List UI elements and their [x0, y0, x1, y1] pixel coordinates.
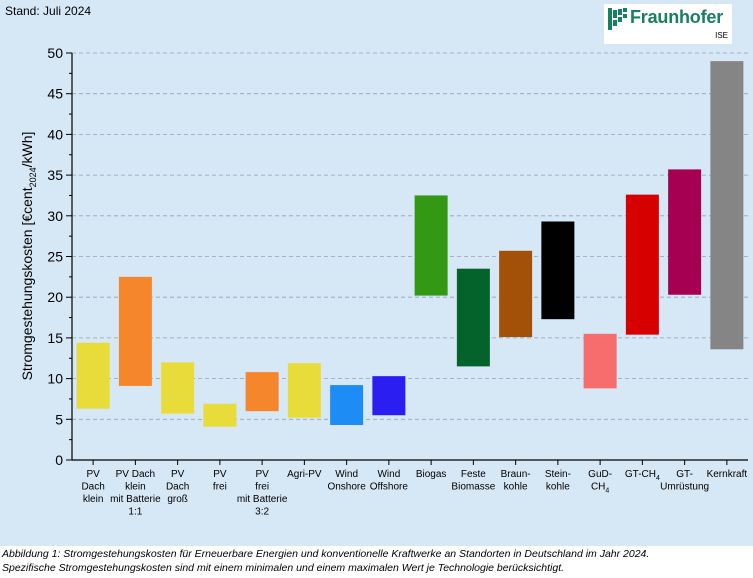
- fraunhofer-logo: Fraunhofer ISE: [604, 4, 732, 44]
- y-axis-title: Stromgestehungskosten [€cent2024/kWh]: [19, 132, 38, 381]
- y-tick-label: 20: [47, 289, 63, 305]
- x-tick-label: GuD-CH4: [588, 469, 612, 495]
- range-bar: [414, 195, 448, 296]
- x-tick-label: Biogas: [416, 469, 447, 480]
- x-tick-label: Feste Biomasse: [451, 469, 495, 493]
- range-bar: [372, 376, 406, 416]
- range-bar: [668, 169, 702, 295]
- chart-axes: [66, 52, 748, 465]
- stand-date: Stand: Juli 2024: [5, 4, 92, 18]
- x-tick-label: PV Dach groß: [166, 469, 189, 505]
- y-tick-label: 35: [47, 167, 63, 183]
- x-tick-label: Braun-kohle: [501, 469, 531, 493]
- chart-bars: [76, 61, 744, 427]
- y-tick-label: 10: [47, 371, 63, 387]
- range-bar: [541, 221, 575, 320]
- caption-line-1: Abbildung 1: Stromgestehungskosten für E…: [2, 548, 650, 560]
- logo-sub: ISE: [715, 31, 728, 40]
- logo-name: Fraunhofer: [630, 7, 724, 27]
- y-tick-label: 5: [55, 411, 63, 427]
- y-tick-label: 0: [55, 452, 63, 468]
- x-tick-label: Kernkraft: [707, 469, 748, 480]
- y-tick-labels: 0 5 10 15 20 25 30 35 40 45 50: [47, 45, 63, 468]
- range-bar: [245, 372, 279, 412]
- range-bar: [287, 363, 321, 418]
- range-bar: [76, 342, 110, 409]
- figure-caption: Abbildung 1: Stromgestehungskosten für E…: [2, 547, 752, 575]
- range-bar: [161, 362, 195, 414]
- range-bar: [118, 276, 152, 386]
- x-tick-label: Wind Onshore: [327, 469, 366, 493]
- y-tick-label: 15: [47, 330, 63, 346]
- range-bar: [499, 250, 533, 338]
- y-tick-label: 30: [47, 208, 63, 224]
- fraunhofer-logo-mark-icon: [608, 8, 627, 30]
- range-bar: [456, 268, 490, 367]
- caption-line-2: Spezifische Stromgestehungskosten sind m…: [2, 562, 565, 574]
- x-tick-label: PV frei: [213, 469, 227, 493]
- x-tick-label: Stein-kohle: [545, 469, 571, 493]
- x-tick-label: GT-Umrüstung: [660, 469, 709, 493]
- x-tick-label: GT-CH4: [625, 469, 660, 482]
- x-tick-label: Agri-PV: [287, 469, 322, 480]
- lcoe-chart: 0 5 10 15 20 25 30 35 40 45 50 PV Dach klein PV Dach k…: [19, 45, 748, 518]
- range-bar: [330, 385, 364, 425]
- range-bar: [710, 61, 744, 350]
- chart-grid: [72, 52, 748, 420]
- x-tick-label: PV Dach klein mit Batterie 1:1: [110, 469, 161, 518]
- range-bar: [583, 333, 617, 389]
- y-tick-label: 40: [47, 126, 63, 142]
- x-tick-label: PV Dach klein: [81, 469, 104, 505]
- range-bar: [625, 194, 659, 335]
- y-tick-label: 50: [47, 45, 63, 61]
- y-tick-label: 45: [47, 86, 63, 102]
- range-bar: [203, 403, 237, 427]
- x-tick-label: PV frei mit Batterie 3:2: [237, 469, 288, 518]
- y-tick-label: 25: [47, 249, 63, 265]
- x-tick-label: Wind Offshore: [370, 469, 409, 493]
